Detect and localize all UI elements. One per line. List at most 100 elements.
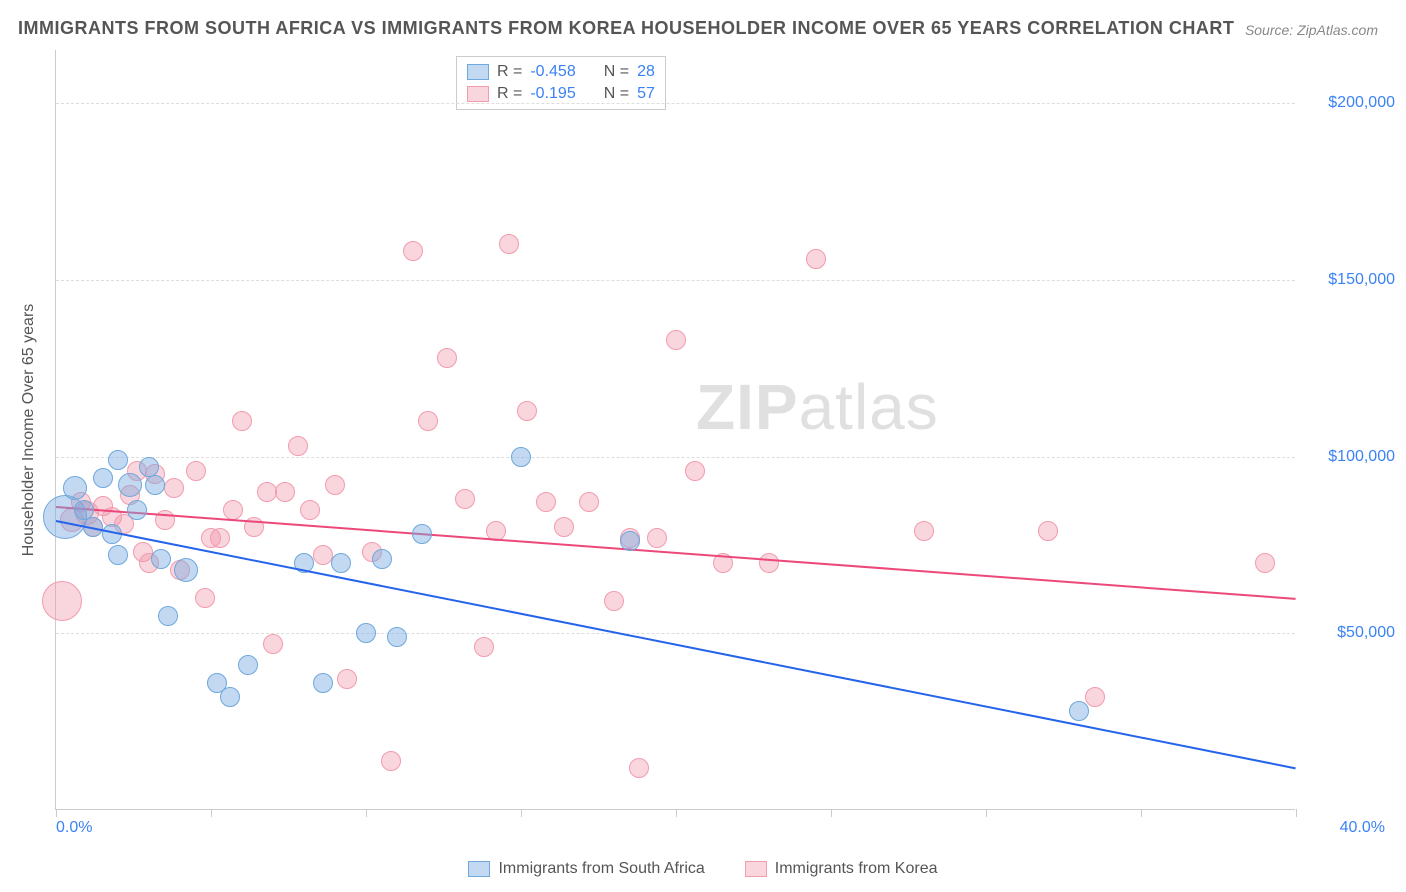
n-label: N = — [604, 85, 629, 103]
scatter-point-korea — [647, 528, 667, 548]
scatter-point-sa — [331, 553, 351, 573]
legend-row-korea: R = -0.195 N = 57 — [467, 83, 655, 105]
gridline — [56, 633, 1295, 634]
watermark-light: atlas — [799, 371, 939, 443]
scatter-point-korea — [1255, 553, 1275, 573]
source-label: Source: ZipAtlas.com — [1245, 22, 1378, 38]
scatter-point-sa — [127, 500, 147, 520]
scatter-point-korea — [288, 436, 308, 456]
scatter-point-sa — [220, 687, 240, 707]
scatter-point-sa — [387, 627, 407, 647]
scatter-point-korea — [455, 489, 475, 509]
x-tick-mark — [676, 809, 677, 817]
scatter-point-korea — [300, 500, 320, 520]
scatter-point-korea — [263, 634, 283, 654]
scatter-point-korea — [499, 234, 519, 254]
scatter-point-sa — [372, 549, 392, 569]
scatter-point-korea — [403, 241, 423, 261]
y-tick-label: $150,000 — [1305, 271, 1395, 289]
n-label: N = — [604, 63, 629, 81]
correlation-legend: R = -0.458 N = 28 R = -0.195 N = 57 — [456, 56, 666, 110]
gridline — [56, 280, 1295, 281]
scatter-point-korea — [232, 411, 252, 431]
scatter-point-korea — [914, 521, 934, 541]
scatter-point-sa — [313, 673, 333, 693]
scatter-point-korea — [164, 478, 184, 498]
scatter-point-korea — [1038, 521, 1058, 541]
scatter-point-sa — [145, 475, 165, 495]
x-tick-mark — [211, 809, 212, 817]
scatter-point-sa — [118, 473, 142, 497]
scatter-point-sa — [108, 450, 128, 470]
x-tick-min: 0.0% — [56, 819, 92, 837]
r-label: R = — [497, 63, 522, 81]
scatter-point-korea — [1085, 687, 1105, 707]
y-tick-label: $200,000 — [1305, 94, 1395, 112]
scatter-point-sa — [356, 623, 376, 643]
swatch-korea-icon — [745, 861, 767, 877]
scatter-point-korea — [223, 500, 243, 520]
n-value-sa: 28 — [637, 63, 655, 81]
x-tick-mark — [1296, 809, 1297, 817]
scatter-point-korea — [604, 591, 624, 611]
legend-row-sa: R = -0.458 N = 28 — [467, 61, 655, 83]
scatter-point-korea — [474, 637, 494, 657]
scatter-point-korea — [257, 482, 277, 502]
watermark: ZIPatlas — [696, 370, 939, 444]
r-value-korea: -0.195 — [530, 85, 575, 103]
scatter-point-korea — [337, 669, 357, 689]
x-tick-mark — [366, 809, 367, 817]
scatter-point-korea — [437, 348, 457, 368]
scatter-point-korea — [381, 751, 401, 771]
scatter-point-korea — [195, 588, 215, 608]
scatter-point-korea — [536, 492, 556, 512]
scatter-point-korea — [42, 581, 82, 621]
scatter-point-korea — [275, 482, 295, 502]
legend-label-sa: Immigrants from South Africa — [498, 860, 704, 878]
scatter-point-korea — [629, 758, 649, 778]
r-label: R = — [497, 85, 522, 103]
legend-item-korea: Immigrants from Korea — [745, 860, 938, 878]
x-tick-mark — [831, 809, 832, 817]
trend-line-korea — [56, 506, 1296, 600]
scatter-point-korea — [554, 517, 574, 537]
trend-line-sa — [56, 520, 1296, 769]
scatter-point-sa — [1069, 701, 1089, 721]
x-tick-max: 40.0% — [1340, 819, 1385, 837]
scatter-point-korea — [685, 461, 705, 481]
swatch-korea — [467, 86, 489, 102]
legend-label-korea: Immigrants from Korea — [775, 860, 938, 878]
r-value-sa: -0.458 — [530, 63, 575, 81]
scatter-point-korea — [666, 330, 686, 350]
scatter-point-sa — [151, 549, 171, 569]
scatter-point-korea — [313, 545, 333, 565]
legend-item-sa: Immigrants from South Africa — [468, 860, 704, 878]
watermark-bold: ZIP — [696, 371, 799, 443]
scatter-point-korea — [759, 553, 779, 573]
scatter-point-korea — [806, 249, 826, 269]
scatter-point-sa — [511, 447, 531, 467]
x-tick-mark — [986, 809, 987, 817]
plot-area: ZIPatlas R = -0.458 N = 28 R = -0.195 N … — [55, 50, 1295, 810]
chart-title: IMMIGRANTS FROM SOUTH AFRICA VS IMMIGRAN… — [18, 18, 1234, 39]
scatter-point-sa — [108, 545, 128, 565]
scatter-point-sa — [63, 476, 87, 500]
scatter-point-sa — [620, 531, 640, 551]
scatter-point-sa — [158, 606, 178, 626]
y-axis-title: Householder Income Over 65 years — [20, 304, 38, 557]
y-tick-label: $100,000 — [1305, 448, 1395, 466]
scatter-point-korea — [418, 411, 438, 431]
n-value-korea: 57 — [637, 85, 655, 103]
x-tick-mark — [56, 809, 57, 817]
swatch-sa — [467, 64, 489, 80]
scatter-point-korea — [517, 401, 537, 421]
scatter-point-sa — [93, 468, 113, 488]
gridline — [56, 103, 1295, 104]
gridline — [56, 457, 1295, 458]
scatter-point-sa — [412, 524, 432, 544]
scatter-point-sa — [238, 655, 258, 675]
scatter-point-korea — [210, 528, 230, 548]
scatter-point-korea — [325, 475, 345, 495]
scatter-point-korea — [579, 492, 599, 512]
swatch-sa-icon — [468, 861, 490, 877]
